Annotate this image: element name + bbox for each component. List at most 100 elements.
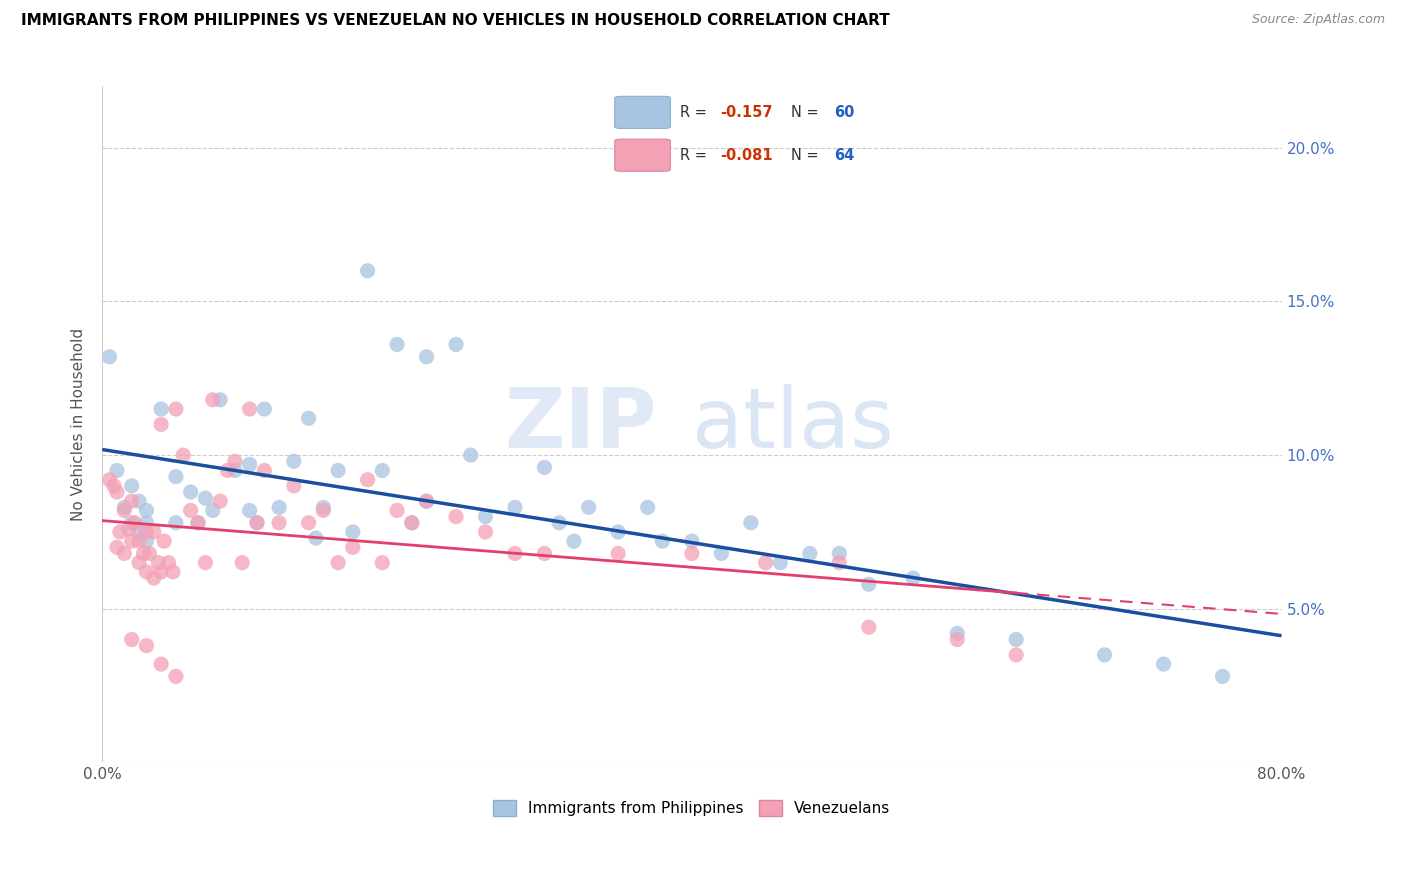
Point <box>828 556 851 570</box>
Point <box>297 411 319 425</box>
Point <box>253 402 276 417</box>
Point <box>503 546 526 560</box>
Point <box>142 524 165 539</box>
Point <box>1094 648 1116 662</box>
Legend: Immigrants from Philippines, Venezuelans: Immigrants from Philippines, Venezuelans <box>486 794 897 822</box>
Point <box>121 632 143 647</box>
Text: -0.081: -0.081 <box>720 148 772 162</box>
Point <box>194 556 217 570</box>
Point <box>105 463 128 477</box>
Point <box>135 516 157 530</box>
Text: R =: R = <box>679 105 711 120</box>
Point <box>474 509 496 524</box>
Point <box>1005 632 1028 647</box>
Point <box>342 524 364 539</box>
Point <box>150 402 173 417</box>
Text: 64: 64 <box>834 148 855 162</box>
Point <box>681 546 703 560</box>
Point <box>135 503 157 517</box>
Point <box>371 556 394 570</box>
Point <box>180 503 202 517</box>
Point <box>326 556 349 570</box>
Point <box>637 500 659 515</box>
Point <box>312 503 335 517</box>
Point <box>946 632 969 647</box>
Point <box>239 402 262 417</box>
Point <box>548 516 571 530</box>
Point <box>121 494 143 508</box>
Point <box>224 454 246 468</box>
Point <box>209 392 232 407</box>
FancyBboxPatch shape <box>614 139 671 171</box>
Point <box>312 500 335 515</box>
Point <box>415 494 437 508</box>
Point <box>108 524 131 539</box>
Point <box>231 556 253 570</box>
Point <box>148 556 170 570</box>
Point <box>342 541 364 555</box>
Point <box>201 503 224 517</box>
Point <box>180 485 202 500</box>
Point <box>828 546 851 560</box>
Point <box>562 534 585 549</box>
Text: IMMIGRANTS FROM PHILIPPINES VS VENEZUELAN NO VEHICLES IN HOUSEHOLD CORRELATION C: IMMIGRANTS FROM PHILIPPINES VS VENEZUELA… <box>21 13 890 29</box>
Text: ZIP: ZIP <box>503 384 657 465</box>
Point <box>153 534 176 549</box>
Point <box>187 516 209 530</box>
Point <box>150 565 173 579</box>
Point <box>124 516 146 530</box>
Point <box>283 479 305 493</box>
Point <box>128 534 150 549</box>
Point <box>858 620 880 634</box>
Point <box>401 516 423 530</box>
Point <box>326 463 349 477</box>
FancyBboxPatch shape <box>614 96 671 128</box>
Point <box>533 460 555 475</box>
Point <box>901 571 924 585</box>
Point <box>209 494 232 508</box>
Text: atlas: atlas <box>692 384 894 465</box>
Point <box>740 516 762 530</box>
Point <box>1005 648 1028 662</box>
Text: -0.157: -0.157 <box>720 105 772 120</box>
Point <box>283 454 305 468</box>
Point <box>105 485 128 500</box>
Point <box>755 556 778 570</box>
Text: 60: 60 <box>834 105 855 120</box>
Point <box>128 494 150 508</box>
Point <box>710 546 733 560</box>
Point <box>105 541 128 555</box>
Point <box>474 524 496 539</box>
Point <box>533 546 555 560</box>
Point <box>165 469 187 483</box>
Point <box>578 500 600 515</box>
Point <box>401 516 423 530</box>
Point <box>224 463 246 477</box>
Y-axis label: No Vehicles in Household: No Vehicles in Household <box>72 328 86 521</box>
Point <box>460 448 482 462</box>
Point <box>858 577 880 591</box>
Point <box>112 500 135 515</box>
Point <box>165 402 187 417</box>
Point <box>1153 657 1175 672</box>
Point <box>121 516 143 530</box>
Point <box>444 337 467 351</box>
Point <box>246 516 269 530</box>
Point <box>217 463 239 477</box>
Point <box>135 524 157 539</box>
Point <box>187 516 209 530</box>
Point <box>112 503 135 517</box>
Point <box>253 463 276 477</box>
Text: N =: N = <box>792 105 824 120</box>
Point <box>98 350 121 364</box>
Point <box>239 458 262 472</box>
Point <box>112 546 135 560</box>
Point <box>118 522 141 536</box>
Point <box>297 516 319 530</box>
Point <box>1212 669 1234 683</box>
Point <box>142 571 165 585</box>
Point <box>607 546 630 560</box>
Point <box>165 669 187 683</box>
Point <box>269 500 291 515</box>
Point <box>681 534 703 549</box>
